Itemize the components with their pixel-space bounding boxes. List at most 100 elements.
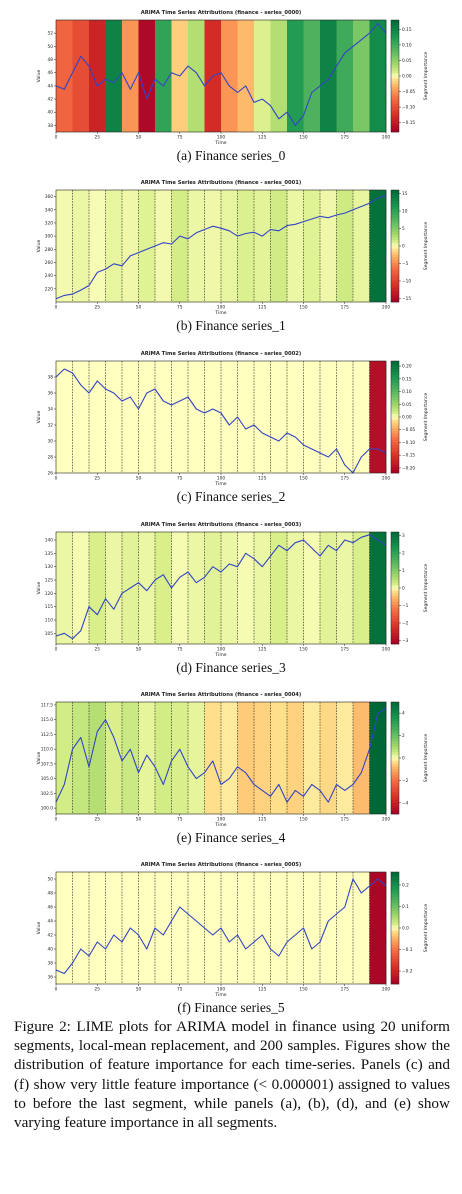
y-tick-label: 28 [48, 455, 54, 461]
colorbar-cell [391, 746, 399, 750]
colorbar-cell [391, 246, 399, 250]
colorbar-cell [391, 118, 399, 122]
colorbar-cell [391, 285, 399, 289]
colorbar-cell [391, 710, 399, 714]
colorbar-cell [391, 248, 399, 252]
colorbar-cell [391, 568, 399, 572]
segment-band [320, 872, 337, 984]
colorbar-cell [391, 749, 399, 753]
segment-band [369, 361, 387, 473]
x-tick-label: 125 [258, 135, 266, 141]
colorbar-tick-label: 0.20 [402, 364, 412, 370]
chart-title: ARIMA Time Series Attributions (finance … [141, 180, 302, 186]
colorbar-cell [391, 888, 399, 892]
segment-band [138, 20, 156, 132]
x-tick-label: 0 [55, 476, 58, 482]
x-tick-label: 200 [382, 987, 390, 993]
segment-band [105, 190, 123, 302]
colorbar-cell [391, 562, 399, 566]
colorbar-cell [391, 366, 399, 370]
colorbar-tick-label: −0.10 [402, 440, 415, 446]
colorbar-cell [391, 621, 399, 625]
colorbar-cell [391, 369, 399, 373]
colorbar-cell [391, 897, 399, 901]
x-tick-label: 200 [382, 647, 390, 653]
panel-caption: (e) Finance series_4 [176, 830, 286, 845]
colorbar-cell [391, 735, 399, 739]
segment-band [336, 872, 354, 984]
colorbar-tick-label: −0.15 [402, 120, 415, 126]
y-tick-label: 36 [48, 391, 54, 397]
y-tick-label: 30 [48, 439, 54, 445]
segment-band [221, 702, 238, 814]
colorbar-tick-label: 2 [402, 733, 405, 739]
segment-band [72, 20, 90, 132]
y-axis-label: Value [36, 240, 42, 253]
colorbar-cell [391, 741, 399, 745]
segment-band [369, 532, 387, 644]
segment-band [171, 702, 189, 814]
y-tick-label: 135 [45, 551, 53, 557]
colorbar-cell [391, 797, 399, 801]
colorbar-cell [391, 537, 399, 541]
colorbar-cell [391, 928, 399, 932]
y-axis-label: Value [36, 922, 42, 935]
chart-panel: ARIMA Time Series Attributions (finance … [0, 512, 462, 682]
segment-band [155, 361, 172, 473]
colorbar-cell [391, 36, 399, 40]
colorbar-tick-label: −4 [402, 800, 409, 806]
colorbar-cell [391, 461, 399, 465]
colorbar-cell [391, 766, 399, 770]
colorbar-cell [391, 56, 399, 60]
segment-band [221, 190, 238, 302]
colorbar-cell [391, 195, 399, 199]
colorbar-cell [391, 257, 399, 261]
colorbar-cell [391, 220, 399, 224]
colorbar-cell [391, 808, 399, 812]
chart-panel: ARIMA Time Series Attributions (finance … [0, 0, 462, 170]
colorbar-tick-label: −1 [402, 603, 409, 609]
segment-band [56, 532, 73, 644]
colorbar-cell [391, 635, 399, 639]
colorbar-cell [391, 206, 399, 210]
x-axis-label: Time [214, 992, 226, 998]
segment-band [188, 190, 205, 302]
colorbar-cell [391, 702, 399, 706]
segment-band [221, 20, 238, 132]
colorbar-tick-label: 0.15 [402, 376, 412, 382]
colorbar-cell [391, 198, 399, 202]
colorbar-label: Segment Importance [423, 222, 429, 271]
y-tick-label: 32 [48, 423, 54, 429]
colorbar-cell [391, 905, 399, 909]
colorbar-cell [391, 104, 399, 108]
colorbar-cell [391, 950, 399, 954]
colorbar-cell [391, 271, 399, 275]
colorbar-cell [391, 610, 399, 614]
segment-band [138, 702, 156, 814]
chart-svg: ARIMA Time Series Attributions (finance … [36, 522, 429, 658]
segment-band [72, 190, 90, 302]
colorbar-cell [391, 947, 399, 951]
colorbar-tick-label: 5 [402, 226, 405, 232]
colorbar-cell [391, 548, 399, 552]
x-tick-label: 50 [136, 476, 142, 482]
colorbar-cell [391, 560, 399, 564]
y-tick-label: 112.5 [41, 732, 54, 738]
segment-band [105, 702, 123, 814]
segment-band [122, 190, 139, 302]
x-axis-label: Time [214, 652, 226, 658]
colorbar-cell [391, 922, 399, 926]
colorbar-cell [391, 956, 399, 960]
colorbar-cell [391, 215, 399, 219]
panel-caption: (d) Finance series_3 [176, 660, 286, 675]
segment-band [270, 20, 288, 132]
y-tick-label: 26 [48, 471, 54, 477]
segment-band [89, 20, 106, 132]
segment-band [254, 20, 271, 132]
y-tick-label: 44 [48, 83, 54, 89]
colorbar-cell [391, 744, 399, 748]
y-tick-label: 42 [48, 97, 54, 103]
colorbar-tick-label: 0.10 [402, 42, 412, 48]
y-tick-label: 140 [45, 538, 53, 544]
x-tick-label: 25 [95, 647, 101, 653]
